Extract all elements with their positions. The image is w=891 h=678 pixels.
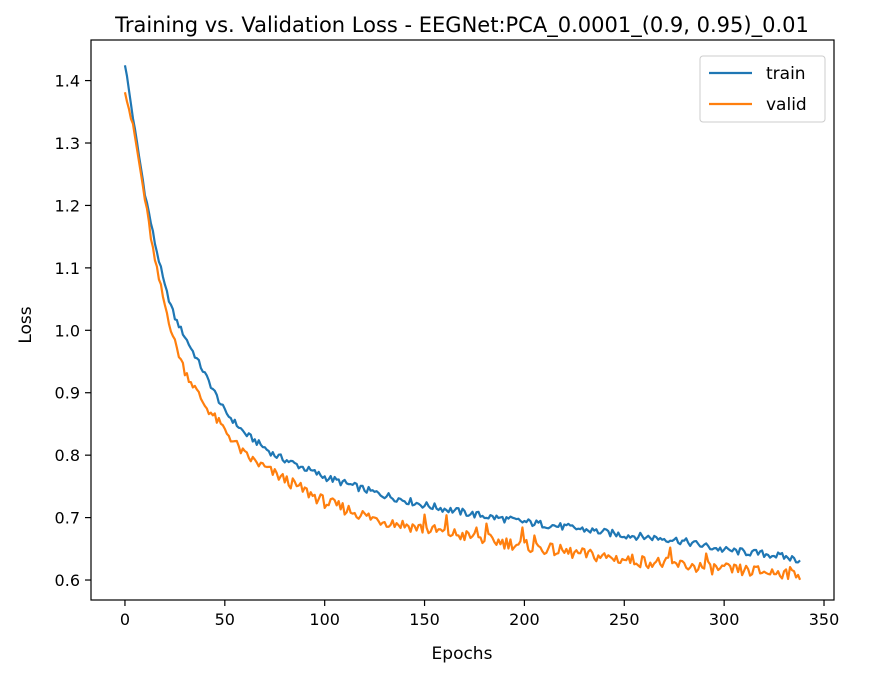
plot-area: 0 50 100 150 200 250 300 350 0.6 0.7 0.8 0.9 1.0 1.1…: [55, 39, 839, 629]
y-axis: 0.6 0.7 0.8 0.9 1.0 1.1 1.2 1.3 1.4: [55, 72, 91, 590]
x-tick-label: 300: [709, 610, 740, 629]
chart-title: Training vs. Validation Loss - EEGNet:PC…: [114, 13, 809, 38]
x-tick-label: 250: [609, 610, 640, 629]
y-tick-label: 1.4: [55, 72, 80, 91]
plot-frame: [90, 39, 835, 601]
y-tick-label: 1.2: [55, 196, 80, 215]
y-tick-label: 1.0: [55, 321, 80, 340]
x-tick-label: 0: [120, 610, 130, 629]
legend-label-train: train: [766, 64, 806, 84]
x-tick-label: 350: [809, 610, 840, 629]
x-tick-label: 100: [309, 610, 340, 629]
x-tick-label: 50: [215, 610, 235, 629]
y-tick-label: 0.6: [55, 571, 80, 590]
legend: train valid: [699, 55, 826, 123]
y-tick-label: 0.8: [55, 446, 80, 465]
x-axis-label: Epochs: [432, 644, 493, 664]
series-lines: [123, 65, 802, 581]
y-tick-label: 1.3: [55, 134, 80, 153]
x-axis: 0 50 100 150 200 250 300 350: [120, 600, 839, 629]
x-tick-label: 150: [409, 610, 440, 629]
y-tick-label: 0.7: [55, 509, 80, 528]
series-line-train: [123, 65, 801, 564]
y-axis-label: Loss: [16, 306, 36, 343]
y-tick-label: 1.1: [55, 259, 80, 278]
legend-label-valid: valid: [766, 95, 807, 115]
y-tick-label: 0.9: [55, 384, 80, 403]
series-line-valid: [123, 92, 802, 581]
x-tick-label: 200: [509, 610, 540, 629]
